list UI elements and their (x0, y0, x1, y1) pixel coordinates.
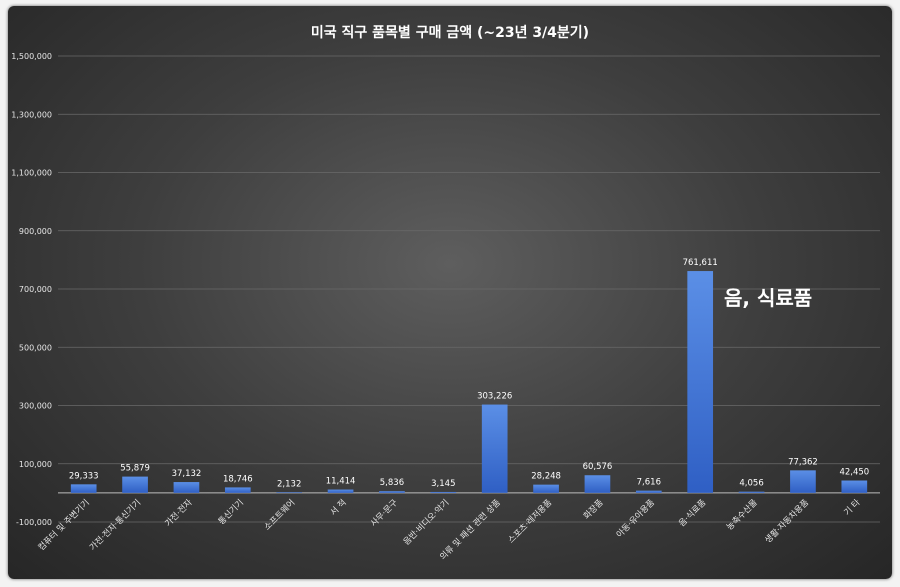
bar (70, 484, 97, 493)
data-label: 11,414 (326, 477, 356, 487)
bar (481, 404, 508, 493)
bar (276, 492, 303, 493)
data-label: 4,056 (739, 479, 763, 489)
bar (224, 487, 251, 493)
data-label: 2,132 (277, 479, 301, 489)
y-tick-label: 700,000 (19, 285, 52, 294)
y-tick-label: 100,000 (19, 460, 52, 469)
x-tick-label: 가전·전자 (163, 497, 195, 529)
y-tick-label: 500,000 (19, 343, 52, 352)
bar (687, 271, 714, 493)
data-label: 18,746 (223, 474, 253, 484)
y-axis-ticks: -100,000 100,000 300,000 500,000 700,000 900,… (11, 52, 52, 527)
x-tick-label: 서 적 (328, 497, 349, 518)
y-tick-label: 1,300,000 (11, 110, 52, 119)
y-tick-label: -100,000 (16, 518, 52, 527)
bar (430, 491, 457, 493)
x-tick-label: 아동·유아용품 (614, 497, 657, 540)
bars (70, 271, 868, 493)
data-label: 28,248 (531, 472, 561, 482)
x-tick-label: 화장품 (581, 497, 605, 521)
x-tick-label: 가전·전자·통신기기 (87, 497, 143, 553)
chart-frame: 미국 직구 품목별 구매 금액 (~23년 3/4분기) -100,000 100… (8, 6, 892, 579)
bar-chart: 미국 직구 품목별 구매 금액 (~23년 3/4분기) -100,000 100… (11, 24, 880, 562)
data-label: 42,450 (839, 468, 869, 478)
data-label: 29,333 (69, 471, 99, 481)
y-tick-label: 1,500,000 (11, 52, 52, 61)
data-label: 60,576 (583, 462, 613, 472)
y-tick-label: 900,000 (19, 227, 52, 236)
bar (327, 489, 354, 493)
chart-title: 미국 직구 품목별 구매 금액 (~23년 3/4분기) (311, 24, 589, 41)
bar (533, 484, 559, 493)
bar (122, 476, 148, 493)
x-tick-label: 생활·자동차용품 (763, 497, 812, 546)
data-labels: 29,333 55,879 37,132 18,746 2,132 11,414 5,836… (69, 258, 869, 489)
bar (738, 491, 765, 493)
data-label: 303,226 (477, 392, 512, 402)
y-tick-label: 300,000 (19, 402, 52, 411)
data-label: 37,132 (172, 469, 202, 479)
bar (790, 470, 816, 493)
data-label: 7,616 (637, 478, 661, 488)
x-tick-label: 사무·문구 (369, 498, 400, 529)
bar (841, 480, 868, 493)
x-tick-label: 농축수산물 (724, 497, 760, 533)
bar (584, 475, 611, 493)
data-label: 3,145 (431, 479, 455, 489)
annotation-label: 음, 식료품 (724, 286, 812, 310)
bar (173, 482, 200, 493)
data-label: 761,611 (683, 258, 718, 268)
x-tick-label: 소프트웨어 (262, 497, 297, 532)
x-tick-label: 음·식료품 (677, 498, 708, 529)
y-tick-label: 1,100,000 (11, 169, 52, 178)
x-tick-label: 기 타 (842, 498, 862, 518)
bar (635, 490, 662, 493)
data-label: 77,362 (788, 457, 818, 467)
bar (379, 491, 405, 493)
data-label: 55,879 (120, 464, 150, 474)
x-tick-label: 통신기기 (217, 498, 246, 527)
data-label: 5,836 (380, 478, 404, 488)
